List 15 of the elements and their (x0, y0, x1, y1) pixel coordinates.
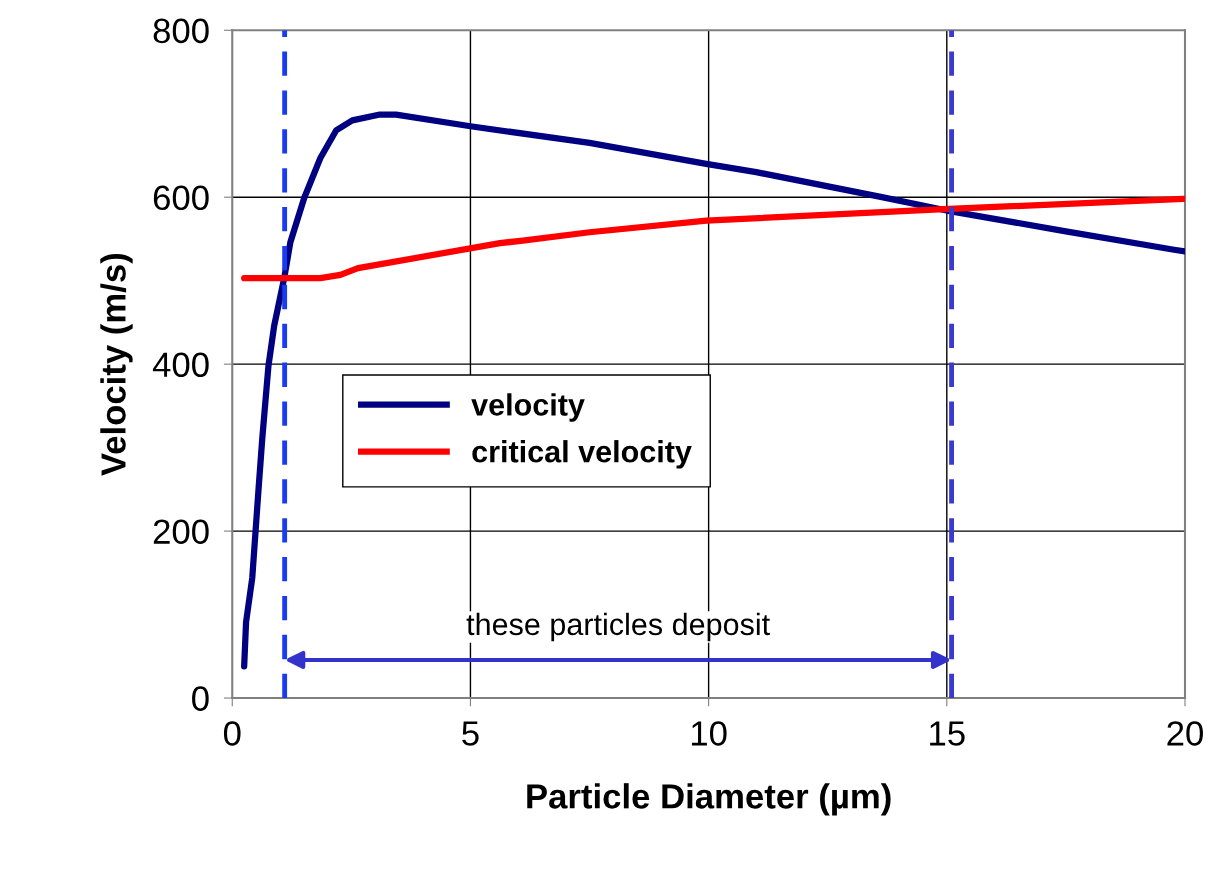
x-tick-label: 5 (462, 721, 479, 746)
legend-label: velocity (471, 393, 585, 422)
y-tick-label: 200 (153, 519, 209, 545)
legend-label: critical velocity (472, 440, 692, 469)
y-tick-label: 800 (153, 18, 209, 44)
x-tick-label: 0 (223, 721, 241, 746)
y-tick-label: 400 (152, 352, 209, 378)
x-axis-title: Particle Diameter (µm) (527, 783, 891, 816)
y-axis-title: Velocity (m/s) (100, 253, 133, 476)
y-tick-label: 600 (153, 185, 209, 211)
x-tick-label: 10 (691, 721, 727, 746)
x-tick-label: 20 (1167, 721, 1203, 746)
y-tick-label: 0 (192, 686, 209, 711)
x-tick-label: 15 (930, 721, 965, 746)
annotation: these particles deposit (466, 612, 770, 642)
